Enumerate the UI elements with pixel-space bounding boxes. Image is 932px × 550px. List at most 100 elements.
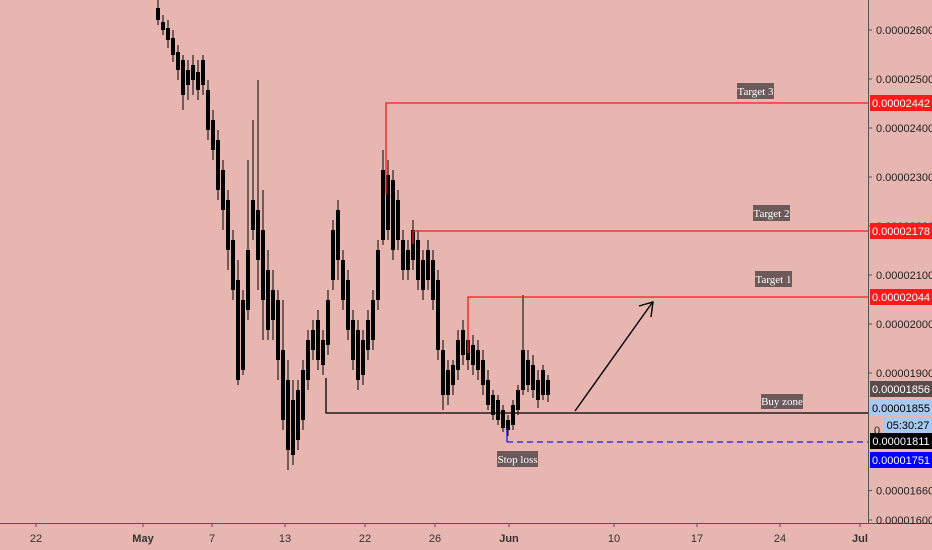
candle-body [391, 180, 395, 250]
y-tick-label: 0.00002000 [876, 319, 932, 331]
candle-body [351, 320, 355, 360]
target3-label: Target 3 [738, 86, 774, 98]
candle-body [326, 300, 330, 345]
candle-body [531, 365, 535, 390]
candle-body [376, 250, 380, 300]
candle-body [261, 230, 265, 300]
y-tick-label: 0.00001600 [876, 515, 932, 527]
candle-body [471, 345, 475, 365]
candle-body [211, 120, 215, 150]
candle-body [461, 330, 465, 355]
target1-line[interactable] [467, 296, 868, 353]
candle-body [496, 400, 500, 420]
target2-line-group: Target 2 [412, 205, 868, 244]
candle-body [306, 340, 310, 380]
candle-body [346, 280, 350, 330]
candle-body [481, 360, 485, 385]
x-tick-label: 7 [209, 533, 215, 545]
candle-body [541, 370, 545, 395]
candle-body [486, 380, 490, 405]
price-tag-box [870, 400, 932, 416]
candle-body [241, 300, 245, 370]
price-tag-box [870, 381, 932, 397]
candle-body [176, 52, 180, 70]
candle-body [416, 240, 420, 280]
arrow-shaft [574, 302, 653, 412]
candle-body [501, 410, 505, 428]
price-tag-label: 0.00001811 [872, 436, 929, 448]
x-tick-label: 17 [691, 533, 703, 545]
y-tick-label: 0.00001900 [876, 368, 932, 380]
price-tag-label: 0.00002178 [872, 226, 930, 238]
candle-body [201, 60, 205, 85]
candle-body [436, 280, 440, 350]
candle-body [186, 70, 190, 85]
candle-body [246, 250, 250, 310]
x-tick-label: Jun [499, 533, 519, 545]
candle-body [511, 405, 515, 425]
buy-zone-line[interactable] [325, 378, 868, 414]
candle-body [546, 380, 550, 395]
candle-body [396, 200, 400, 240]
price-tag-box [870, 95, 932, 111]
candle-body [446, 370, 450, 395]
price-tag-label: 05:30:27 [887, 420, 930, 432]
buy-zone-group: Buy zone [325, 378, 868, 414]
candle-body [316, 320, 320, 360]
y-tick-label: 0.00001660 [876, 486, 932, 498]
candle-body [476, 350, 480, 370]
candle-body [251, 200, 255, 230]
y-tick-label: 0.00002600 [876, 25, 932, 37]
candle-body [516, 390, 520, 410]
target3-label-box [737, 83, 774, 99]
target2-label-box [753, 205, 790, 221]
stop-loss-label-box [497, 451, 538, 467]
candle-body [271, 290, 275, 320]
target3-line[interactable] [385, 102, 868, 195]
candle-body [381, 170, 385, 240]
price-tag-box [870, 223, 932, 239]
candle-body [506, 420, 510, 430]
candle-body [171, 38, 175, 55]
candle-body [276, 300, 280, 360]
target1-line-group: Target 1 [467, 271, 868, 353]
target1-label-box [755, 271, 792, 287]
candle-body [296, 390, 300, 440]
y-tick-label: 0.00002100 [876, 270, 932, 282]
price-tags: 0.00002442 0.00002178 0.00002044 0.00001856… [870, 95, 932, 468]
x-tick-label: 26 [429, 533, 441, 545]
candle-body [301, 370, 305, 420]
candle-body [221, 170, 225, 210]
y-tick-label: 0.00002300 [876, 172, 932, 184]
y-tick-label: 0.00002500 [876, 74, 932, 86]
candle-body [191, 65, 195, 80]
price-tag-box [870, 433, 932, 449]
buy-zone-label: Buy zone [761, 396, 803, 408]
target3-line-group: Target 3 [385, 83, 868, 195]
price-tag-box [870, 289, 932, 305]
time-axis-ticks: 22 May 7 13 22 26 Jun 10 17 24 Jul [30, 523, 868, 545]
stop-loss-group: Stop loss [497, 428, 868, 467]
candle-body [236, 280, 240, 380]
candle-body [311, 330, 315, 350]
projection-arrow[interactable] [574, 301, 654, 412]
candle-body [226, 200, 230, 250]
candle-body [356, 330, 360, 380]
candle-body [491, 395, 495, 415]
candle-body [256, 210, 260, 260]
candle-body [526, 360, 530, 385]
candle-body [441, 350, 445, 395]
candle-body [281, 350, 285, 420]
candle-body [521, 350, 525, 390]
candle-body [336, 210, 340, 260]
candle-body [166, 28, 170, 40]
candle-body [421, 260, 425, 290]
price-tag-box [870, 452, 932, 468]
candle-body [361, 340, 365, 375]
target2-line[interactable] [412, 230, 868, 244]
x-tick-label: 24 [774, 533, 786, 545]
price-tag-label: 0.00001856 [872, 384, 930, 396]
candle-body [161, 22, 165, 30]
buy-zone-label-box [761, 394, 803, 409]
